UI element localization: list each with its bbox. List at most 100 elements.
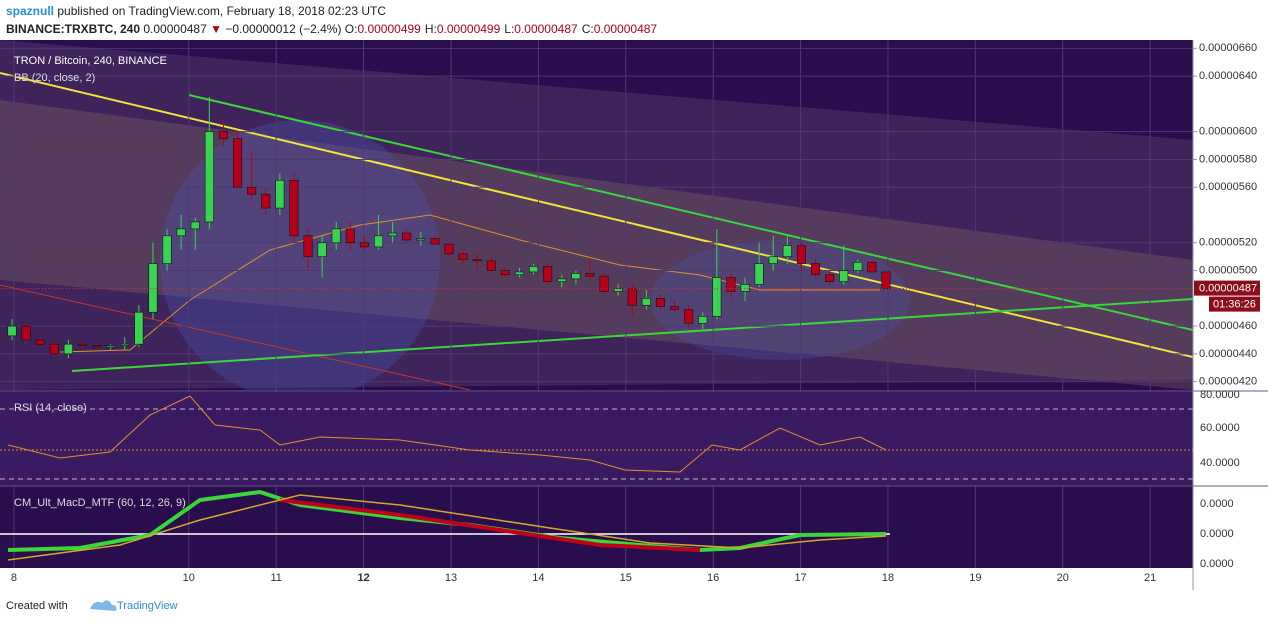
candle-body	[867, 261, 877, 273]
candle-body	[796, 245, 806, 264]
candle-body	[655, 298, 665, 307]
x-tick-label: 21	[1144, 572, 1156, 584]
candle-body	[698, 316, 708, 324]
candle-body	[768, 256, 778, 264]
candle-body	[77, 343, 88, 346]
candle-body	[148, 263, 158, 313]
bb-cloud	[650, 240, 910, 360]
candle-body	[670, 306, 680, 310]
x-tick-label: 8	[11, 572, 17, 584]
candle-body	[176, 228, 186, 237]
brand[interactable]: TradingView	[117, 600, 178, 612]
candle-body	[162, 235, 172, 264]
candle-body	[825, 274, 835, 282]
candle-body	[613, 288, 623, 292]
candle-body	[472, 259, 482, 262]
candle-body	[49, 343, 59, 355]
y-tick-label: 0.00000660	[1199, 42, 1257, 54]
ohlc-label: H:	[424, 22, 437, 36]
candle-body	[571, 273, 581, 280]
y-tick-label: 0.00000500	[1199, 264, 1257, 276]
ohlc-label: L:	[504, 22, 515, 36]
rsi-title: RSI (14, close)	[14, 402, 87, 414]
x-tick-label: 10	[183, 572, 195, 584]
candle-body	[345, 228, 355, 244]
candle-body	[317, 242, 327, 257]
countdown: 01:36:26	[1213, 299, 1256, 311]
indicator: BB (20, close, 2)	[14, 72, 95, 84]
candle-body	[529, 266, 539, 273]
candle-body	[35, 339, 45, 345]
candle-body	[261, 193, 271, 209]
trend-line	[0, 72, 1193, 358]
ohlc: O:0.00000499 H:0.00000499 L:0.00000487 C:0.…	[345, 22, 661, 36]
candle-body	[416, 238, 426, 241]
candle-body	[7, 325, 17, 337]
pane-title: TRON / Bitcoin, 240, BINANCE	[14, 55, 167, 67]
x-tick-label: 14	[532, 572, 544, 584]
candle-body	[543, 266, 553, 282]
logo	[90, 600, 117, 611]
macd-line	[7, 489, 887, 553]
candle-body	[853, 261, 863, 271]
last-price-label: 0.00000487	[1199, 283, 1257, 295]
trend-line	[0, 284, 471, 390]
candle-body	[303, 235, 313, 257]
y-tick-label: 0.00000440	[1199, 348, 1257, 360]
grid	[0, 40, 1193, 568]
chart-bg	[0, 40, 1193, 590]
x-tick-label: 19	[969, 572, 981, 584]
x-tick-label: 11	[270, 572, 281, 584]
x-tick-label: 12	[357, 572, 369, 584]
candle-body	[740, 284, 750, 292]
y-tick-label: 0.00000600	[1199, 126, 1257, 138]
x-tick-label: 16	[707, 572, 719, 584]
channel	[0, 100, 1193, 390]
channel	[0, 40, 1193, 390]
candle-body	[134, 311, 144, 345]
candle-body	[684, 309, 694, 324]
rsi-tick: 80.0000	[1200, 389, 1240, 401]
candle-body	[21, 325, 31, 341]
published: published on TradingView.com, February 1…	[57, 4, 386, 18]
signal-line	[7, 494, 887, 561]
candle-body	[275, 179, 285, 209]
ohlc-value: 0.00000487	[514, 22, 578, 36]
symbol-line: BINANCE:TRXBTC, 240 0.00000487 ▼ −0.0000…	[6, 22, 661, 36]
publish-line: spaznull published on TradingView.com, F…	[6, 4, 386, 18]
candle-body	[557, 278, 567, 282]
y-tick-label: 0.00000640	[1199, 70, 1257, 82]
arrow: ▼	[210, 22, 222, 36]
symbol: BINANCE:TRXBTC, 240	[6, 22, 141, 36]
x-tick-label: 18	[882, 572, 894, 584]
candle-body	[190, 221, 200, 230]
change: −0.00000012 (−2.4%)	[225, 22, 342, 36]
candle-body	[120, 343, 130, 346]
x-tick-label: 20	[1057, 572, 1069, 584]
rsi-tick: 60.0000	[1200, 422, 1240, 434]
candle-body	[63, 343, 73, 355]
ohlc-value: 0.00000499	[436, 22, 501, 36]
macd-tick: 0.0000	[1200, 558, 1234, 570]
macd-tick: 0.0000	[1200, 498, 1234, 510]
macd-title: CM_Ult_MacD_MTF (60, 12, 26, 9)	[14, 497, 186, 509]
x-tick-label: 15	[620, 572, 632, 584]
candle-body	[106, 345, 116, 348]
candle-body	[402, 232, 412, 241]
candle-body	[247, 186, 257, 195]
candle-body	[782, 245, 792, 257]
last-price-box	[1194, 280, 1260, 296]
candle-body	[233, 138, 243, 188]
drawings	[0, 40, 1193, 390]
candle-body	[373, 235, 384, 248]
x-tick-label: 13	[445, 572, 457, 584]
candle-body	[458, 253, 468, 260]
candle-body	[218, 131, 228, 139]
countdown-box	[1209, 296, 1260, 312]
last: 0.00000487	[143, 22, 207, 36]
candle-body	[486, 260, 496, 271]
author[interactable]: spaznull	[6, 4, 55, 18]
candle-body	[585, 273, 595, 277]
y-tick-label: 0.00000420	[1199, 376, 1257, 388]
